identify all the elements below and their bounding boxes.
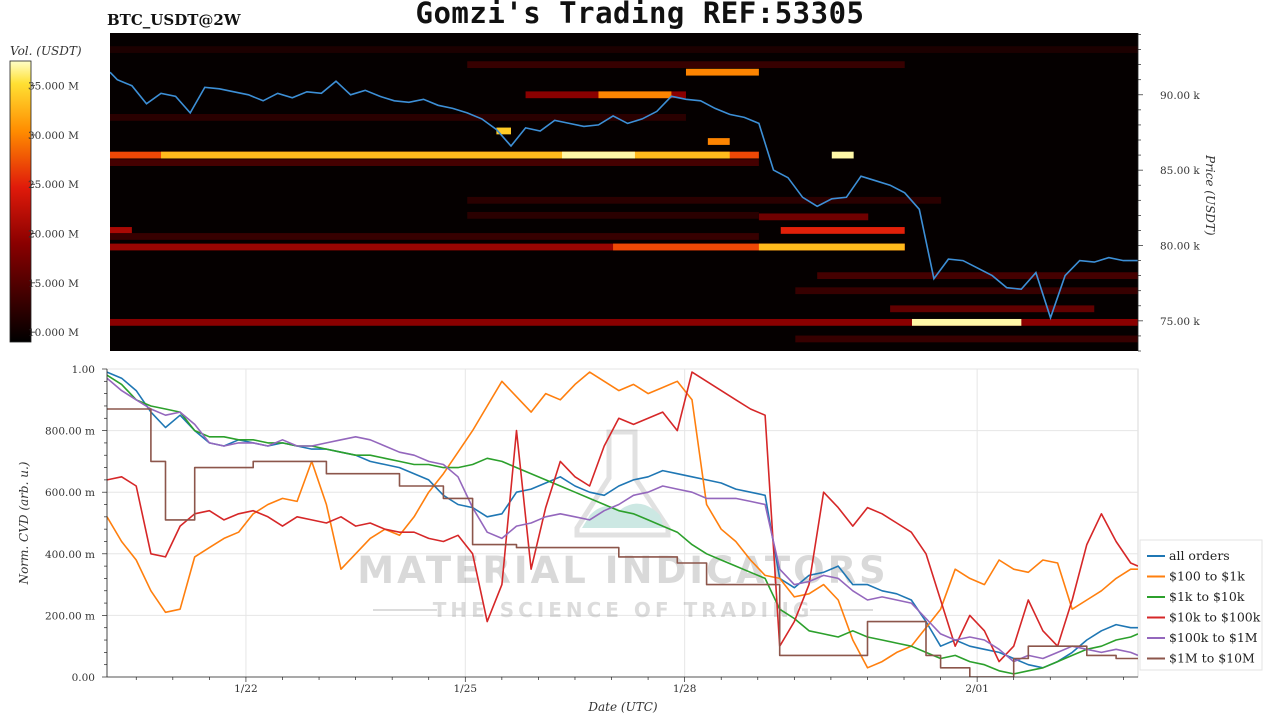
- cvd-y-tick-label: 800.00 m: [45, 426, 95, 438]
- cvd-series-line: [107, 371, 1138, 669]
- cvd-panel: MATERIAL INDICATORS THE SCIENCE OF TRADI…: [17, 364, 1139, 714]
- flask-liquid-icon: [582, 503, 664, 528]
- price-line: [110, 71, 1138, 321]
- legend-label: $1M to $10M: [1169, 651, 1255, 666]
- x-tick-label: 1/28: [673, 683, 697, 695]
- cvd-series-line: [107, 371, 1138, 663]
- cvd-y-tick-label: 400.00 m: [45, 549, 95, 561]
- x-axis-title: Date (UTC): [587, 700, 657, 714]
- price-tick-label: 80.00 k: [1160, 241, 1200, 253]
- chart-title: Gomzi's Trading REF:53305: [415, 0, 865, 30]
- cvd-y-tick-label: 600.00 m: [45, 487, 95, 499]
- liquidity-band: [161, 151, 730, 159]
- price-axis-title: Price (USDT): [1203, 154, 1217, 236]
- liquidity-band: [467, 61, 905, 69]
- liquidity-band: [685, 68, 759, 76]
- cvd-series-line: [107, 408, 1138, 677]
- liquidity-band: [496, 127, 511, 135]
- liquidity-band: [707, 138, 730, 145]
- colorbar-tick-label: 30.000 M: [28, 130, 79, 142]
- cvd-y-axis-title: Norm. CVD (arb. u.): [17, 461, 31, 585]
- liquidity-band: [795, 335, 1138, 343]
- liquidity-band: [758, 213, 869, 221]
- legend-label: $10k to $100k: [1169, 610, 1261, 625]
- x-tick-label: 2/01: [965, 683, 989, 695]
- legend-label: $100 to $1k: [1169, 569, 1245, 584]
- liquidity-band: [110, 318, 1138, 326]
- colorbar-label: Vol. (USDT): [10, 44, 82, 58]
- liquidity-band: [911, 318, 1022, 326]
- legend-label: $100k to $1M: [1169, 630, 1258, 645]
- liquidity-band: [110, 159, 759, 167]
- cvd-series-line: [107, 377, 1138, 663]
- colorbar-tick-label: 10.000 M: [28, 327, 79, 339]
- colorbar: Vol. (USDT) 35.000 M 30.000 M 25.000 M 20.0…: [9, 44, 82, 343]
- price-tick-label: 85.00 k: [1160, 165, 1200, 177]
- watermark-subtitle: THE SCIENCE OF TRADING: [433, 598, 814, 622]
- x-tick-label: 1/22: [234, 683, 258, 695]
- cvd-series-line: [107, 374, 1138, 675]
- liquidity-band: [562, 151, 635, 159]
- liquidity-band: [817, 272, 1138, 280]
- colorbar-tick-label: 15.000 M: [28, 278, 79, 290]
- liquidity-band: [110, 227, 132, 234]
- price-tick-label: 75.00 k: [1160, 316, 1200, 328]
- legend-label: all orders: [1169, 548, 1230, 563]
- colorbar-tick-label: 20.000 M: [28, 229, 79, 241]
- cvd-y-tick-label: 200.00 m: [45, 610, 95, 622]
- cvd-y-tick-label: 1.00: [72, 364, 95, 376]
- colorbar-tick-label: 35.000 M: [28, 81, 79, 93]
- pair-label: BTC_USDT@2W: [107, 11, 241, 29]
- liquidity-band: [598, 91, 672, 99]
- colorbar-gradient: [9, 60, 32, 343]
- liquidity-band: [780, 227, 905, 234]
- cvd-y-tick-label: 0.00: [72, 672, 95, 684]
- heatmap-background: [110, 33, 1138, 351]
- legend-box: [1139, 539, 1263, 671]
- liquidity-band: [110, 46, 1138, 53]
- liquidity-band: [795, 287, 1138, 295]
- x-tick-label: 1/25: [453, 683, 477, 695]
- legend: all orders $100 to $1k $1k to $10k $10k to …: [1139, 539, 1263, 671]
- liquidity-band: [890, 305, 1095, 313]
- liquidity-band: [110, 233, 759, 240]
- liquidity-band: [467, 211, 759, 219]
- liquidity-band: [758, 243, 905, 251]
- liquidity-band: [110, 114, 686, 121]
- liquidity-band: [110, 243, 905, 251]
- legend-label: $1k to $10k: [1169, 589, 1245, 604]
- colorbar-tick-label: 25.000 M: [28, 179, 79, 191]
- liquidity-band: [467, 196, 942, 204]
- liquidity-band: [831, 151, 854, 159]
- heatmap-panel: 90.00 k 85.00 k 80.00 k 75.00 k Price (USDT…: [110, 33, 1217, 352]
- price-tick-label: 90.00 k: [1160, 90, 1200, 102]
